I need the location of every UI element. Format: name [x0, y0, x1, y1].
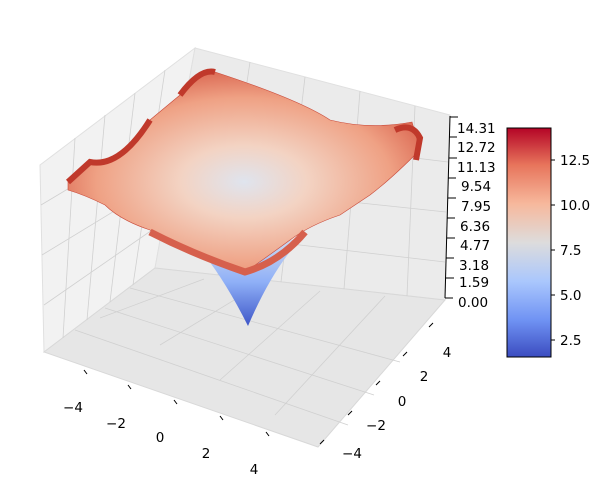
x-axis: −4 −2 0 2 4	[63, 369, 270, 478]
z-tick-label: 11.13	[457, 160, 496, 176]
colorbar-gradient	[506, 127, 552, 358]
z-tick-label: 12.72	[457, 140, 496, 156]
y-tick-label: −2	[366, 418, 386, 434]
z-tick-label: 6.36	[460, 219, 490, 235]
y-tick-label: 4	[443, 345, 452, 361]
colorbar-tick-label: 12.5	[560, 153, 590, 169]
x-tick-label: −4	[63, 400, 83, 416]
floor-pane	[42, 267, 447, 448]
y-tick-label: 0	[398, 394, 407, 410]
surface-back-rim	[177, 68, 216, 97]
surface-front-rim	[148, 228, 308, 276]
z-axis: 0.00 1.59 3.18 4.77 6.36 7.95 9.54 11.13…	[444, 115, 496, 311]
x-tick-label: 0	[156, 430, 165, 446]
z-tick-label: 0.00	[458, 295, 488, 311]
z-tick-label: 14.31	[457, 121, 496, 137]
z-tick-label: 7.95	[461, 199, 491, 215]
colorbar-tick-label: 5.0	[560, 288, 581, 304]
colorbar-tick-label: 7.5	[560, 243, 581, 259]
x-tick-label: 4	[250, 462, 259, 478]
y-tick-label: −4	[342, 446, 362, 462]
colorbar: 2.5 5.0 7.5 10.0 12.5	[506, 127, 590, 358]
surface-left-rim	[65, 118, 153, 185]
colorbar-tick-label: 10.0	[560, 198, 590, 214]
y-tick-label: 2	[420, 369, 429, 385]
z-tick-label: 1.59	[459, 275, 489, 291]
x-tick-label: −2	[106, 416, 126, 432]
z-tick-label: 9.54	[461, 179, 491, 195]
surface-right-rim	[393, 124, 424, 161]
z-tick-label: 4.77	[460, 238, 490, 254]
z-tick-label: 3.18	[459, 258, 489, 274]
y-axis: −4 −2 0 2 4	[319, 322, 452, 462]
x-tick-label: 2	[202, 446, 211, 462]
surface	[65, 68, 424, 326]
colorbar-tick-label: 2.5	[560, 333, 581, 349]
